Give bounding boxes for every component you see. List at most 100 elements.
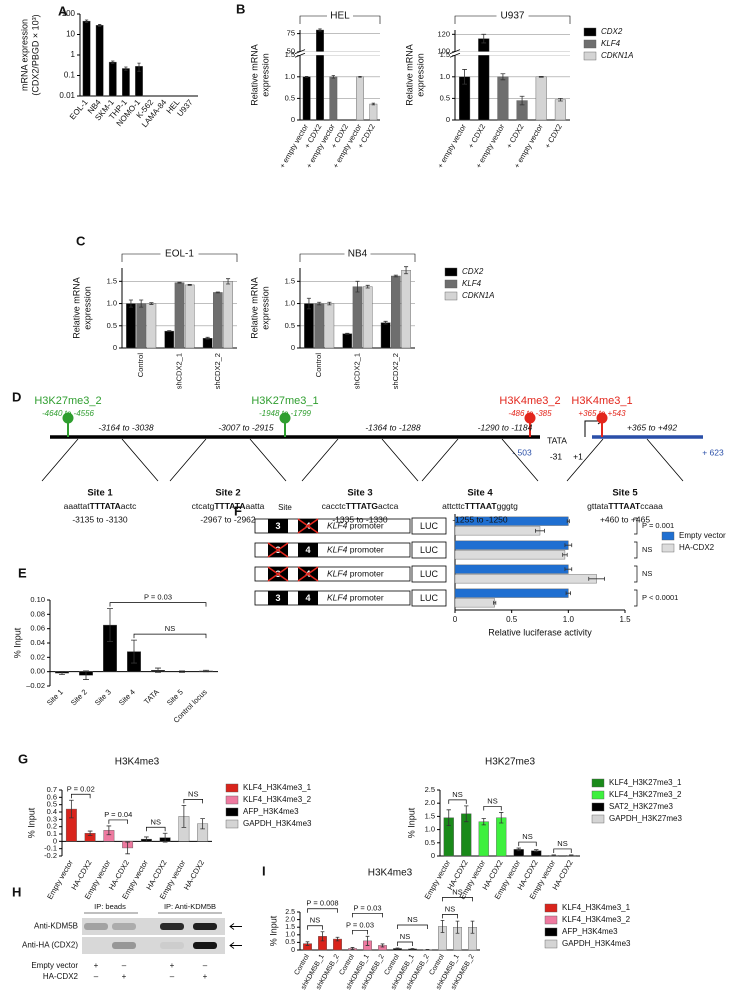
sequence-flank: aaattat <box>64 501 91 511</box>
error-bar <box>149 302 154 305</box>
legend-swatch <box>583 27 597 37</box>
bar <box>454 550 566 560</box>
panel-letter: F <box>234 503 242 518</box>
position-label: + 623 <box>702 447 724 457</box>
panel-letter: A <box>58 3 68 18</box>
panel-letter: C <box>76 233 86 248</box>
x-tick-label: Site 4 <box>117 687 137 707</box>
condition-sign: – <box>170 972 175 981</box>
significance-label: NS <box>452 887 462 896</box>
significance-label: P < 0.0001 <box>642 593 678 602</box>
site-callout <box>421 438 539 482</box>
blot-strip <box>82 918 225 935</box>
error-bar <box>69 799 74 819</box>
site-callout <box>301 438 419 482</box>
legend-label: CDKN1A <box>601 51 633 60</box>
y-tick-label: 0.01 <box>59 91 75 100</box>
error-bar <box>365 284 370 289</box>
segment-range: -1364 to -1288 <box>365 422 421 432</box>
y-tick-label: 2.5 <box>425 785 435 794</box>
site-box <box>268 591 288 605</box>
error-bar <box>318 28 322 32</box>
legend-label: KLF4_H3K27me3_1 <box>609 778 682 787</box>
significance-label: P = 0.008 <box>306 899 338 908</box>
chart-title: H3K4me3 <box>115 757 160 768</box>
x-tick-label: Site 1 <box>45 687 65 707</box>
y-tick-label: 0.06 <box>30 624 45 633</box>
y-axis-label: Relative mRNA <box>404 44 414 106</box>
error-bar <box>162 832 168 843</box>
bar <box>342 333 353 349</box>
bar <box>146 303 157 349</box>
legend-swatch <box>225 819 239 829</box>
significance-label: NS <box>642 545 652 554</box>
legend-label: CDKN1A <box>462 291 494 300</box>
x-tick-label: shCDX2_2 <box>213 353 222 389</box>
error-bar <box>383 320 388 325</box>
error-bar <box>331 75 335 79</box>
y-tick-label: 1.5 <box>107 276 117 285</box>
y-tick-label: 0.00 <box>30 667 45 676</box>
site-sequence: cacctcTTTATGactca <box>322 501 399 511</box>
legend-label: SAT2_H3K27me3 <box>609 802 673 811</box>
y-tick-label: 0.1 <box>64 71 76 80</box>
y-axis-label: % Input <box>26 807 36 838</box>
y-tick-label: 0.5 <box>285 93 295 102</box>
sequence-motif: TTTAAT <box>608 501 641 511</box>
y-axis-label: mRNA expression <box>19 19 29 91</box>
error-bar <box>107 608 113 642</box>
x-tick-label: shCDX2_2 <box>391 353 400 389</box>
error-bar <box>358 75 362 78</box>
bar <box>329 76 338 121</box>
y-tick-label: –0.02 <box>26 681 45 690</box>
bar <box>369 103 378 121</box>
error-bar <box>519 95 525 106</box>
error-bar <box>179 670 185 673</box>
significance-bracket <box>442 897 473 902</box>
y-tick-label: 1.0 <box>425 825 435 834</box>
bar <box>380 322 391 349</box>
bar <box>454 598 495 608</box>
blot-row-label: Anti-HA (CDX2) <box>22 941 78 950</box>
error-bar <box>137 62 141 72</box>
y-tick-label: 0.10 <box>30 595 45 604</box>
significance-label: NS <box>188 789 198 798</box>
x-tick-label: 0 <box>453 615 458 624</box>
legend-swatch <box>544 903 558 913</box>
y-tick-label: 1.0 <box>285 299 295 308</box>
error-bar <box>306 297 311 310</box>
site-range: -1255 to -1250 <box>452 514 508 524</box>
condition-sign: + <box>122 972 127 981</box>
legend-swatch <box>591 778 605 788</box>
bar <box>401 270 411 349</box>
x-tick-label: shCDX2_1 <box>352 353 361 389</box>
site-callout <box>169 438 287 482</box>
legend-swatch <box>583 39 597 49</box>
y-tick-label: 0.5 <box>425 838 435 847</box>
error-bar <box>125 841 130 855</box>
x-tick-label: TATA <box>142 687 161 706</box>
sequence-flank: actca <box>378 501 399 511</box>
bar <box>122 68 130 97</box>
error-bar <box>440 919 445 933</box>
significance-bracket <box>146 826 166 832</box>
site-name: Site 3 <box>347 488 372 499</box>
significance-bracket <box>71 793 91 799</box>
promoter-label: KLF4 promoter <box>327 569 384 579</box>
error-bar <box>139 299 144 308</box>
error-bar <box>564 567 573 572</box>
site-range: -2967 to -2962 <box>200 514 256 524</box>
site-number: 4 <box>305 545 310 555</box>
mark-pin <box>62 412 74 424</box>
error-bar <box>215 291 220 294</box>
bar <box>314 303 324 349</box>
bar <box>95 25 104 97</box>
legend-swatch <box>544 927 558 937</box>
y-axis-label: expression <box>82 286 92 330</box>
segment-range: -3164 to -3038 <box>98 422 154 432</box>
y-tick-label: 1.0 <box>107 299 117 308</box>
significance-bracket <box>352 929 368 935</box>
axis-break <box>450 51 570 56</box>
x-tick-label: shCDX2_1 <box>174 353 183 389</box>
